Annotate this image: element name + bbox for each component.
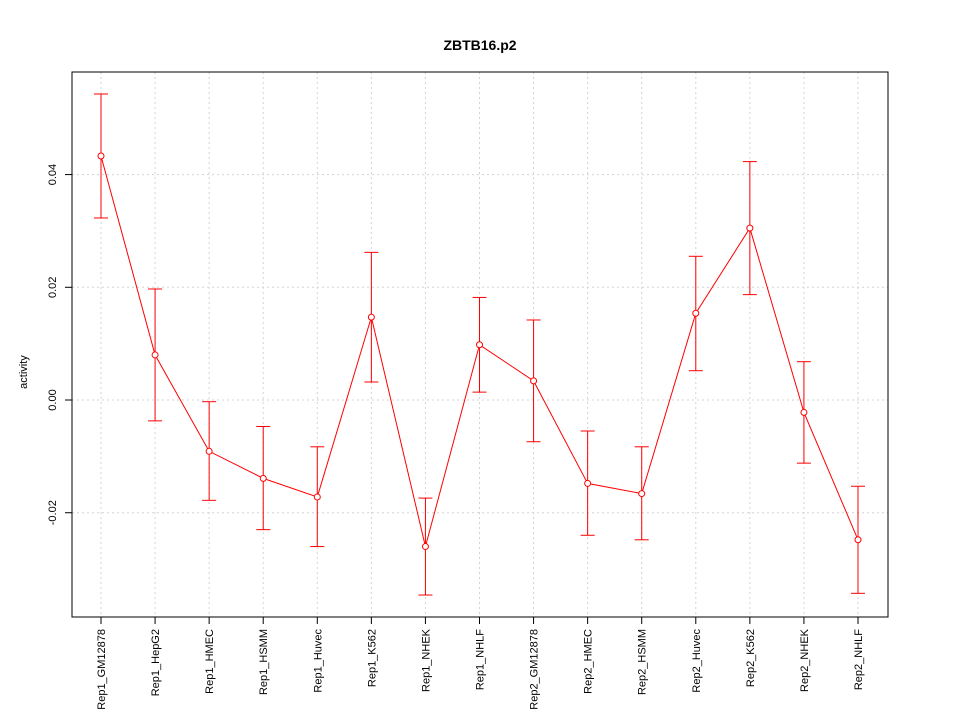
- data-point: [476, 341, 483, 349]
- series-layer: [94, 93, 865, 596]
- data-point: [205, 447, 213, 455]
- x-tick-label: Rep2_Huvec: [691, 629, 703, 693]
- y-tick-label: 0.02: [47, 277, 59, 298]
- y-axis-label: activity: [18, 355, 30, 389]
- data-point: [800, 408, 808, 416]
- data-point: [854, 536, 862, 544]
- x-tick-label: Rep1_NHEK: [420, 628, 432, 692]
- x-tick-label: Rep2_GM12878: [529, 629, 541, 710]
- x-tick-label: Rep2_NHLF: [853, 629, 865, 690]
- data-point: [367, 313, 375, 321]
- grid: [72, 72, 888, 617]
- data-point: [746, 224, 754, 232]
- x-tick-label: Rep2_HSMM: [637, 629, 649, 695]
- data-point: [421, 543, 429, 551]
- x-tick-label: Rep1_GM12878: [96, 629, 108, 710]
- data-point: [151, 351, 159, 359]
- x-tick-label: Rep1_HSMM: [258, 629, 270, 695]
- y-tick-label: 0.04: [47, 164, 59, 185]
- data-point: [313, 493, 321, 501]
- x-tick-label: Rep1_HMEC: [204, 629, 216, 694]
- data-point: [530, 377, 538, 385]
- y-tick-label: 0.00: [47, 389, 59, 410]
- data-point: [259, 474, 267, 482]
- x-tick-label: Rep1_K562: [366, 629, 378, 687]
- x-tick-label: Rep1_NHLF: [475, 629, 487, 690]
- data-point: [638, 490, 646, 498]
- x-tick-label: Rep2_NHEK: [799, 628, 811, 692]
- x-tick-label: Rep1_HepG2: [150, 629, 162, 696]
- x-tick-label: Rep2_HMEC: [583, 629, 595, 694]
- data-point: [584, 479, 592, 487]
- x-tick-label: Rep2_K562: [745, 629, 757, 687]
- x-tick-label: Rep1_Huvec: [312, 629, 324, 693]
- x-axis: Rep1_GM12878 Rep1_HepG2 Rep1_HMEC Rep1_HSMM…: [96, 616, 865, 710]
- data-point: [692, 309, 700, 317]
- y-axis: -0.02 0.00 0.02 0.04: [47, 164, 73, 525]
- y-tick-label: -0.02: [47, 500, 59, 525]
- data-point: [97, 152, 105, 160]
- chart-title: ZBTB16.p2: [443, 37, 516, 53]
